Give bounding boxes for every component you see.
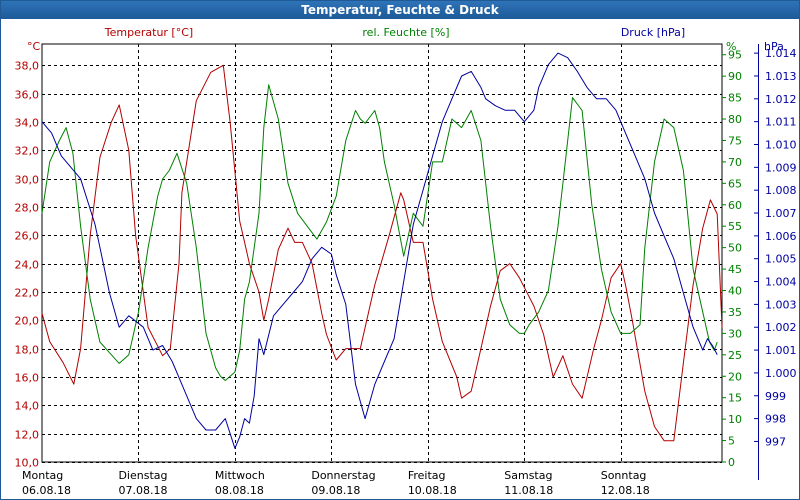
pressure-tick-label: 1.008 xyxy=(765,184,797,197)
temperature-tick-label: 12,0 xyxy=(15,429,40,442)
x-date-label: 10.08.18 xyxy=(408,484,457,497)
pressure-tick-label: 1.000 xyxy=(765,367,797,380)
temperature-tick-label: 36,0 xyxy=(15,89,40,102)
x-date-label: 06.08.18 xyxy=(22,484,71,497)
pressure-tick-label: 1.011 xyxy=(765,116,797,129)
pressure-tick-label: 997 xyxy=(765,435,786,448)
pressure-tick-label: 1.003 xyxy=(765,298,797,311)
humidity-tick-label: 60 xyxy=(728,199,742,212)
humidity-axis-label: rel. Feuchte [%] xyxy=(362,26,449,39)
temperature-tick-label: 16,0 xyxy=(15,372,40,385)
x-day-label: Samstag xyxy=(504,469,552,482)
humidity-unit: % xyxy=(726,40,736,53)
humidity-tick-label: 90 xyxy=(728,70,742,83)
pressure-tick-label: 1.012 xyxy=(765,93,797,106)
pressure-tick-label: 1.001 xyxy=(765,344,797,357)
temperature-tick-label: 30,0 xyxy=(15,174,40,187)
pressure-tick-label: 1.007 xyxy=(765,207,797,220)
pressure-tick-label: 1.002 xyxy=(765,321,797,334)
x-day-label: Mittwoch xyxy=(215,469,265,482)
humidity-tick-label: 45 xyxy=(728,263,742,276)
temperature-tick-label: 38,0 xyxy=(15,60,40,73)
x-date-label: 12.08.18 xyxy=(601,484,650,497)
pressure-tick-label: 999 xyxy=(765,390,786,403)
x-day-label: Sonntag xyxy=(601,469,647,482)
humidity-tick-label: 25 xyxy=(728,349,742,362)
humidity-tick-label: 30 xyxy=(728,327,742,340)
temperature-tick-label: 20,0 xyxy=(15,315,40,328)
weather-chart: Temperatur [°C] rel. Feuchte [%] Druck [… xyxy=(15,26,797,497)
x-day-label: Donnerstag xyxy=(311,469,375,482)
humidity-tick-label: 35 xyxy=(728,306,742,319)
temperature-tick-label: 14,0 xyxy=(15,400,40,413)
temperature-tick-label: 24,0 xyxy=(15,259,40,272)
chart-title: Temperatur, Feuchte & Druck xyxy=(1,1,799,19)
temperature-tick-label: 22,0 xyxy=(15,287,40,300)
x-date-label: 09.08.18 xyxy=(311,484,360,497)
humidity-tick-label: 85 xyxy=(728,92,742,105)
humidity-tick-label: 80 xyxy=(728,113,742,126)
grid xyxy=(41,43,723,463)
humidity-tick-label: 50 xyxy=(728,242,742,255)
humidity-tick-label: 55 xyxy=(728,220,742,233)
pressure-tick-label: 998 xyxy=(765,413,786,426)
pressure-tick-label: 1.006 xyxy=(765,230,797,243)
pressure-tick-label: 1.010 xyxy=(765,139,797,152)
temperature-tick-label: 28,0 xyxy=(15,202,40,215)
pressure-tick-label: 1.009 xyxy=(765,161,797,174)
humidity-tick-label: 10 xyxy=(728,413,742,426)
temperature-tick-label: 32,0 xyxy=(15,145,40,158)
humidity-tick-label: 75 xyxy=(728,134,742,147)
axes: Temperatur [°C] rel. Feuchte [%] Druck [… xyxy=(15,26,797,497)
temperature-tick-label: 34,0 xyxy=(15,117,40,130)
temperature-tick-label: 10,0 xyxy=(15,457,40,470)
humidity-tick-label: 0 xyxy=(728,456,735,469)
humidity-tick-label: 40 xyxy=(728,285,742,298)
x-day-label: Dienstag xyxy=(118,469,167,482)
pressure-tick-label: 1.014 xyxy=(765,47,797,60)
pressure-unit: hPa xyxy=(764,40,784,53)
humidity-tick-label: 20 xyxy=(728,370,742,383)
pressure-tick-label: 1.004 xyxy=(765,276,797,289)
humidity-tick-label: 15 xyxy=(728,392,742,405)
x-day-label: Montag xyxy=(22,469,63,482)
temperature-tick-label: 18,0 xyxy=(15,344,40,357)
series-layer xyxy=(41,52,723,449)
pressure-axis-label: Druck [hPa] xyxy=(621,26,685,39)
temperature-series-line xyxy=(41,64,723,442)
pressure-series-line xyxy=(41,52,718,449)
x-date-label: 08.08.18 xyxy=(215,484,264,497)
pressure-tick-label: 1.013 xyxy=(765,70,797,83)
temperature-axis-label: Temperatur [°C] xyxy=(104,26,193,39)
humidity-series-line xyxy=(41,84,718,381)
x-day-label: Freitag xyxy=(408,469,446,482)
humidity-tick-label: 65 xyxy=(728,177,742,190)
humidity-tick-label: 5 xyxy=(728,435,735,448)
humidity-tick-label: 95 xyxy=(728,49,742,62)
humidity-tick-label: 70 xyxy=(728,156,742,169)
plot-frame xyxy=(41,43,723,463)
x-date-label: 07.08.18 xyxy=(118,484,167,497)
temperature-tick-label: 26,0 xyxy=(15,230,40,243)
temperature-unit: °C xyxy=(27,40,41,53)
pressure-tick-label: 1.005 xyxy=(765,253,797,266)
x-date-label: 11.08.18 xyxy=(504,484,553,497)
